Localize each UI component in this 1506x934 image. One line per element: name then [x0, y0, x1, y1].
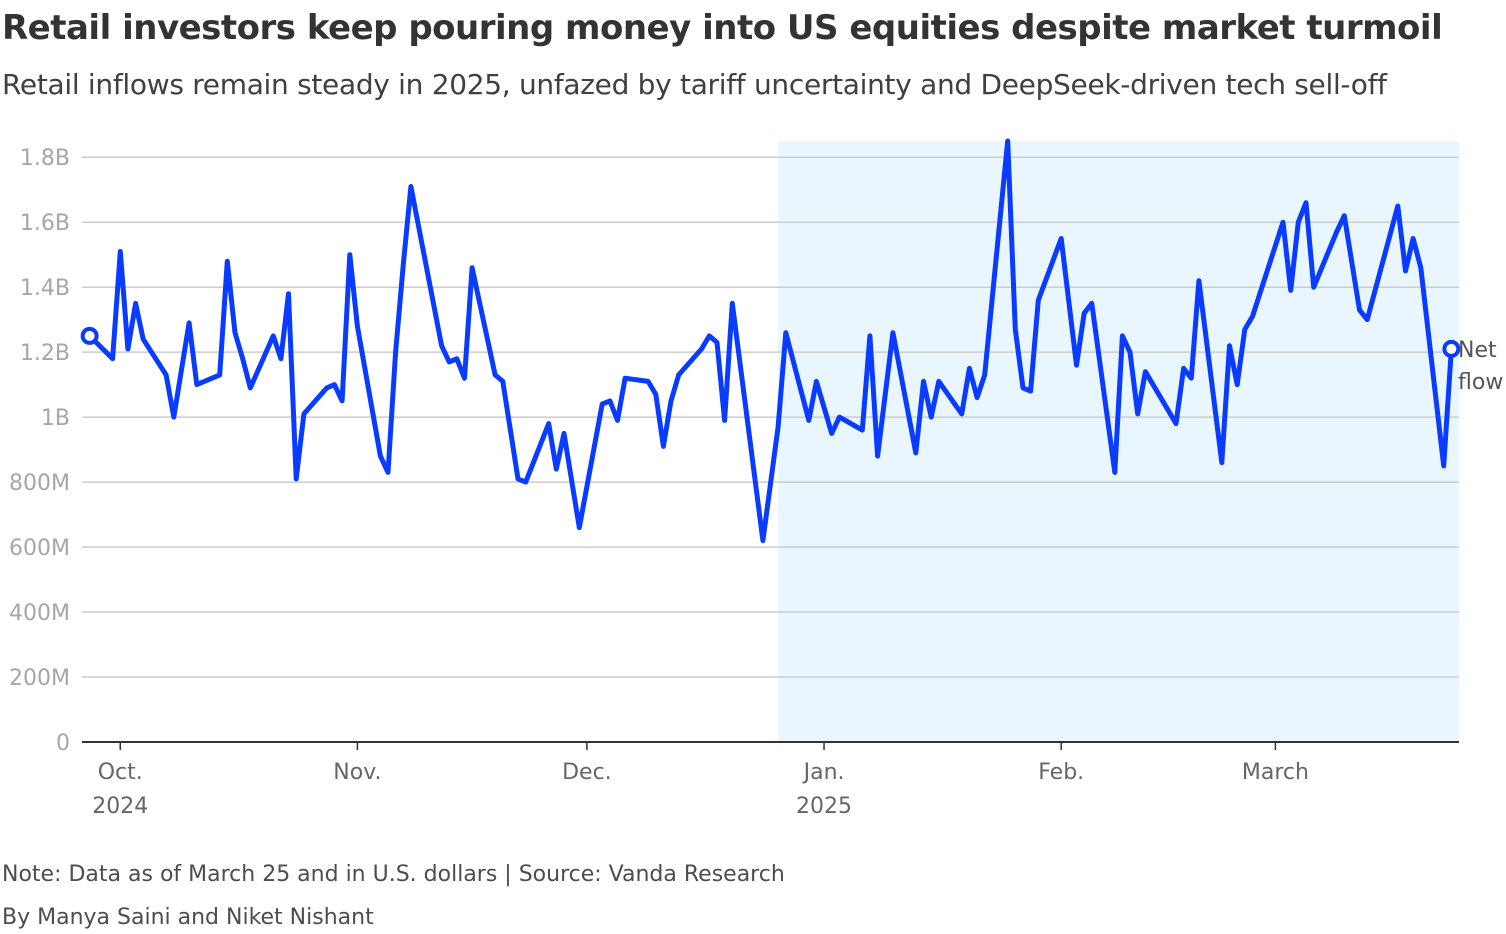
- y-tick-label: 1.6B: [20, 211, 70, 236]
- x-tick-label: Dec.: [562, 760, 612, 785]
- x-tick-label: Jan.: [802, 760, 845, 785]
- chart-subtitle: Retail inflows remain steady in 2025, un…: [2, 68, 1387, 101]
- y-tick-label: 0: [56, 731, 70, 756]
- series-label-line2: flow: [1458, 370, 1503, 395]
- x-tick-year-label: 2024: [92, 794, 148, 819]
- x-tick-label: Feb.: [1038, 760, 1084, 785]
- x-tick-label: Oct.: [98, 760, 143, 785]
- y-tick-label: 800M: [9, 471, 70, 496]
- y-tick-label: 1B: [41, 406, 70, 431]
- end-marker: [1442, 339, 1461, 358]
- byline: By Manya Saini and Niket Nishant: [2, 905, 374, 930]
- y-tick-label: 1.4B: [20, 276, 70, 301]
- series-label-line1: Net: [1458, 338, 1497, 363]
- x-tick-labels-layer: Oct. 2024 Nov. Dec. Jan. 2025 Feb. March: [92, 760, 1309, 819]
- start-marker: [80, 326, 99, 345]
- y-tick-label: 1.8B: [20, 146, 70, 171]
- y-tick-label: 600M: [9, 536, 70, 561]
- y-tick-label: 200M: [9, 666, 70, 691]
- source-note: Note: Data as of March 25 and in U.S. do…: [2, 862, 785, 887]
- x-tick-label: March: [1242, 760, 1309, 785]
- y-tick-label: 1.2B: [20, 341, 70, 366]
- net-flow-line: [87, 138, 1454, 544]
- series-layer: Net flow: [80, 138, 1503, 544]
- x-tick-year-label: 2025: [796, 794, 852, 819]
- chart-title: Retail investors keep pouring money into…: [2, 8, 1443, 48]
- y-tick-labels-layer: 0 200M 400M 600M 800M 1B 1.2B 1.4B 1.6B 1.8B: [9, 146, 70, 756]
- x-tick-label: Nov.: [333, 760, 381, 785]
- y-tick-label: 400M: [9, 601, 70, 626]
